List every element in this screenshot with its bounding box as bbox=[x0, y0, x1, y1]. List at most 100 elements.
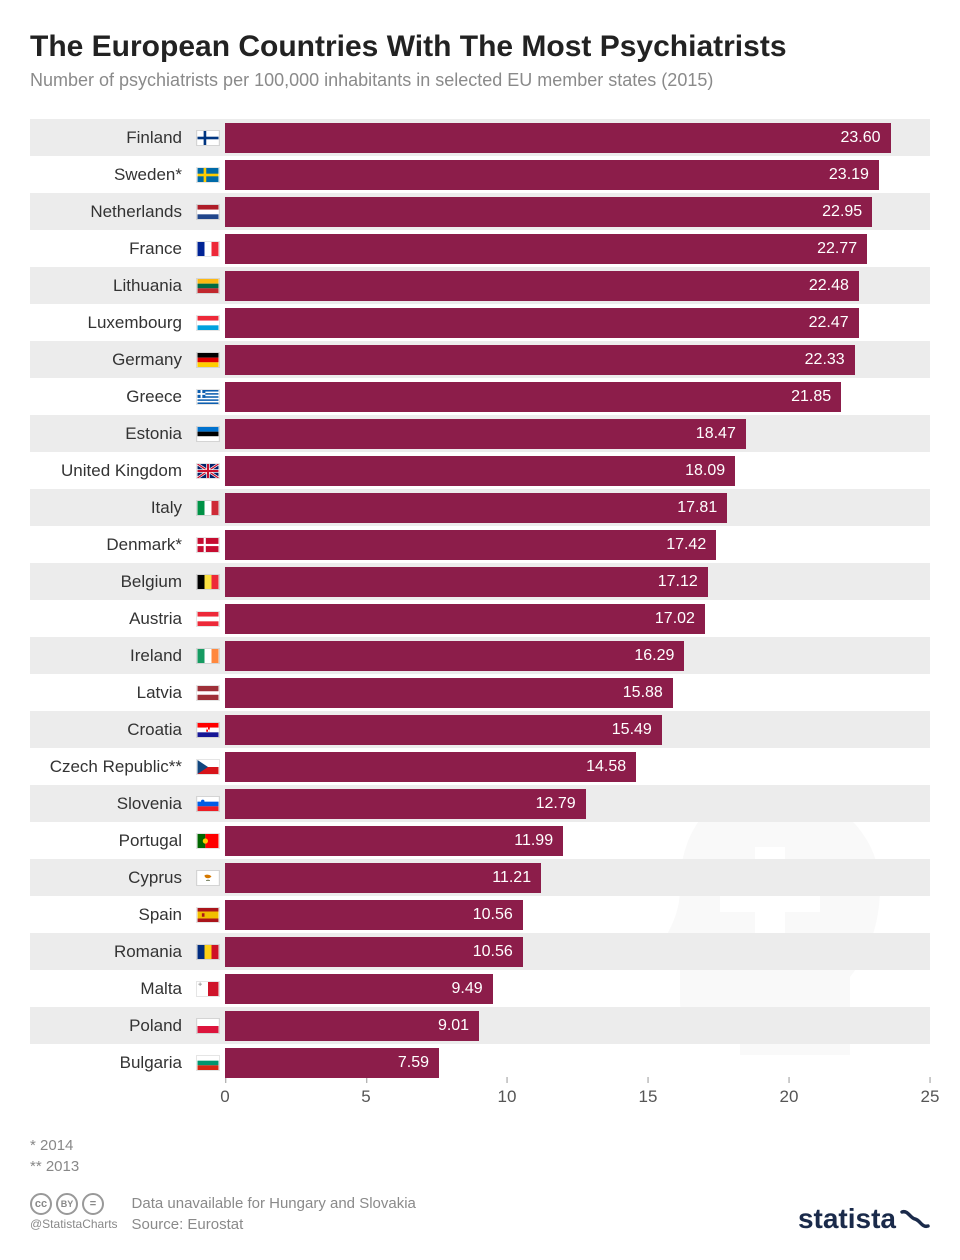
bar-cell: 12.79 bbox=[225, 785, 930, 822]
bar: 22.33 bbox=[225, 345, 855, 375]
chart-row: Greece21.85 bbox=[30, 378, 930, 415]
statista-wave-icon bbox=[900, 1208, 930, 1230]
cc-icon: cc bbox=[30, 1193, 52, 1215]
flag-france-icon bbox=[190, 241, 225, 257]
flag-cyprus-icon bbox=[190, 870, 225, 886]
country-label: Netherlands bbox=[30, 202, 190, 222]
country-label: Austria bbox=[30, 609, 190, 629]
footnotes: * 2014 ** 2013 bbox=[30, 1135, 930, 1177]
cc-nd-icon: = bbox=[82, 1193, 104, 1215]
cc-by-icon: BY bbox=[56, 1193, 78, 1215]
bar: 21.85 bbox=[225, 382, 841, 412]
flag-uk-icon bbox=[190, 463, 225, 479]
flag-netherlands-icon bbox=[190, 204, 225, 220]
chart-row: Czech Republic**14.58 bbox=[30, 748, 930, 785]
chart-row: Finland 23.60 bbox=[30, 119, 930, 156]
data-unavailable-note: Data unavailable for Hungary and Slovaki… bbox=[132, 1193, 416, 1214]
bar: 12.79 bbox=[225, 789, 586, 819]
bar-cell: 7.59 bbox=[225, 1044, 930, 1081]
x-tick: 20 bbox=[780, 1087, 799, 1107]
bar-cell: 17.12 bbox=[225, 563, 930, 600]
country-label: Croatia bbox=[30, 720, 190, 740]
bar: 16.29 bbox=[225, 641, 684, 671]
flag-spain-icon bbox=[190, 907, 225, 923]
chart-row: United Kingdom 18.09 bbox=[30, 452, 930, 489]
bar-cell: 22.48 bbox=[225, 267, 930, 304]
chart-row: Estonia18.47 bbox=[30, 415, 930, 452]
chart-row: Belgium17.12 bbox=[30, 563, 930, 600]
chart-row: Croatia 15.49 bbox=[30, 711, 930, 748]
chart-subtitle: Number of psychiatrists per 100,000 inha… bbox=[30, 70, 930, 91]
bar: 18.09 bbox=[225, 456, 735, 486]
flag-bulgaria-icon bbox=[190, 1055, 225, 1071]
chart-row: Cyprus 11.21 bbox=[30, 859, 930, 896]
bar-cell: 15.49 bbox=[225, 711, 930, 748]
country-label: Luxembourg bbox=[30, 313, 190, 333]
flag-austria-icon bbox=[190, 611, 225, 627]
chart-row: Ireland 16.29 bbox=[30, 637, 930, 674]
country-label: Finland bbox=[30, 128, 190, 148]
country-label: Spain bbox=[30, 905, 190, 925]
bar: 23.19 bbox=[225, 160, 879, 190]
chart-row: Spain 10.56 bbox=[30, 896, 930, 933]
chart-row: Latvia15.88 bbox=[30, 674, 930, 711]
flag-estonia-icon bbox=[190, 426, 225, 442]
bar: 7.59 bbox=[225, 1048, 439, 1078]
bar-chart: Finland 23.60Sweden*23.19 Netherlands 22.95… bbox=[30, 119, 930, 1127]
country-label: Bulgaria bbox=[30, 1053, 190, 1073]
chart-row: Poland9.01 bbox=[30, 1007, 930, 1044]
bar-cell: 18.09 bbox=[225, 452, 930, 489]
flag-germany-icon bbox=[190, 352, 225, 368]
flag-slovenia-icon bbox=[190, 796, 225, 812]
x-axis: 0510152025 bbox=[225, 1087, 930, 1127]
country-label: Denmark* bbox=[30, 535, 190, 555]
bar-cell: 16.29 bbox=[225, 637, 930, 674]
bar-cell: 22.77 bbox=[225, 230, 930, 267]
x-tick: 10 bbox=[498, 1087, 517, 1107]
flag-finland-icon bbox=[190, 130, 225, 146]
chart-row: Slovenia12.79 bbox=[30, 785, 930, 822]
bar-cell: 22.33 bbox=[225, 341, 930, 378]
flag-latvia-icon bbox=[190, 685, 225, 701]
chart-row: Sweden*23.19 bbox=[30, 156, 930, 193]
bar-cell: 11.21 bbox=[225, 859, 930, 896]
chart-row: Bulgaria 7.59 bbox=[30, 1044, 930, 1081]
country-label: United Kingdom bbox=[30, 461, 190, 481]
chart-row: Italy 17.81 bbox=[30, 489, 930, 526]
flag-portugal-icon bbox=[190, 833, 225, 849]
country-label: Malta bbox=[30, 979, 190, 999]
footer: cc BY = @StatistaCharts Data unavailable… bbox=[30, 1193, 930, 1235]
bar-cell: 17.81 bbox=[225, 489, 930, 526]
x-tick: 5 bbox=[361, 1087, 370, 1107]
bar: 22.48 bbox=[225, 271, 859, 301]
chart-row: Portugal11.99 bbox=[30, 822, 930, 859]
bar-cell: 18.47 bbox=[225, 415, 930, 452]
bar-cell: 21.85 bbox=[225, 378, 930, 415]
chart-row: Lithuania 22.48 bbox=[30, 267, 930, 304]
country-label: Lithuania bbox=[30, 276, 190, 296]
flag-luxembourg-icon bbox=[190, 315, 225, 331]
bar: 22.47 bbox=[225, 308, 859, 338]
chart-row: Denmark*17.42 bbox=[30, 526, 930, 563]
country-label: Italy bbox=[30, 498, 190, 518]
bar: 17.12 bbox=[225, 567, 708, 597]
footnote-1: * 2014 bbox=[30, 1135, 930, 1156]
flag-ireland-icon bbox=[190, 648, 225, 664]
chart-row: Germany 22.33 bbox=[30, 341, 930, 378]
bar: 22.95 bbox=[225, 197, 872, 227]
country-label: Portugal bbox=[30, 831, 190, 851]
flag-malta-icon bbox=[190, 981, 225, 997]
flag-denmark-icon bbox=[190, 537, 225, 553]
country-label: Ireland bbox=[30, 646, 190, 666]
bar-cell: 10.56 bbox=[225, 896, 930, 933]
statista-logo: statista bbox=[798, 1203, 930, 1235]
bar: 17.02 bbox=[225, 604, 705, 634]
country-label: Cyprus bbox=[30, 868, 190, 888]
bar-cell: 23.60 bbox=[225, 119, 930, 156]
bar: 9.49 bbox=[225, 974, 493, 1004]
footnote-2: ** 2013 bbox=[30, 1156, 930, 1177]
flag-croatia-icon bbox=[190, 722, 225, 738]
country-label: Germany bbox=[30, 350, 190, 370]
chart-row: France22.77 bbox=[30, 230, 930, 267]
bar: 11.21 bbox=[225, 863, 541, 893]
